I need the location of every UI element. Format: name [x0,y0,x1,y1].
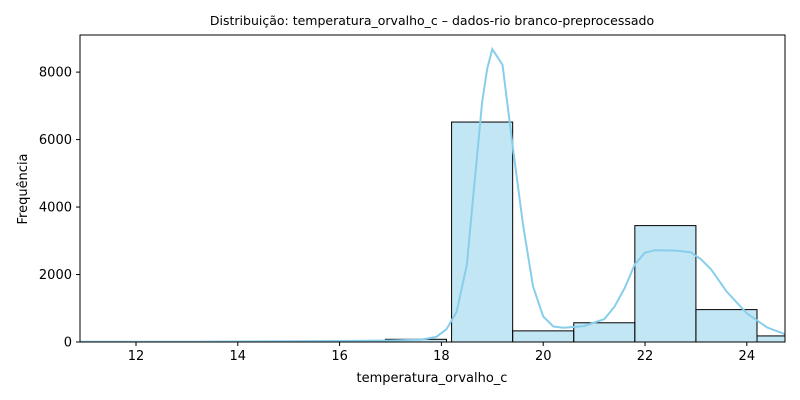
x-tick-label-18: 18 [433,349,450,364]
x-tick-label-16: 16 [331,349,348,364]
axes-frame [79,34,786,343]
y-tick-label-6000: 6000 [39,133,72,148]
kde-line [80,46,785,342]
histogram-bar-11 [756,335,785,342]
x-tick-label-12: 12 [128,349,145,364]
chart-title: Distribuição: temperatura_orvalho_c – da… [210,13,654,28]
y-tick-label-0: 0 [64,336,72,351]
y-tick-label-8000: 8000 [39,66,72,81]
histogram-bar-6 [451,121,514,342]
x-tick-label-20: 20 [535,349,552,364]
y-axis-label: Frequência [16,153,31,224]
x-tick-label-14: 14 [230,349,247,364]
y-tick-label-2000: 2000 [39,268,72,283]
plot-area: 12 14 16 18 20 22 24 0 2000 4000 6000 8000 [39,34,786,364]
x-tick-label-24: 24 [739,349,756,364]
histogram-bar-7 [512,330,575,342]
histogram-bar-9 [634,225,697,342]
x-tick-label-22: 22 [637,349,654,364]
y-tick-label-4000: 4000 [39,201,72,216]
histogram-bar-10 [695,309,758,342]
x-axis-label: temperatura_orvalho_c [357,371,508,386]
